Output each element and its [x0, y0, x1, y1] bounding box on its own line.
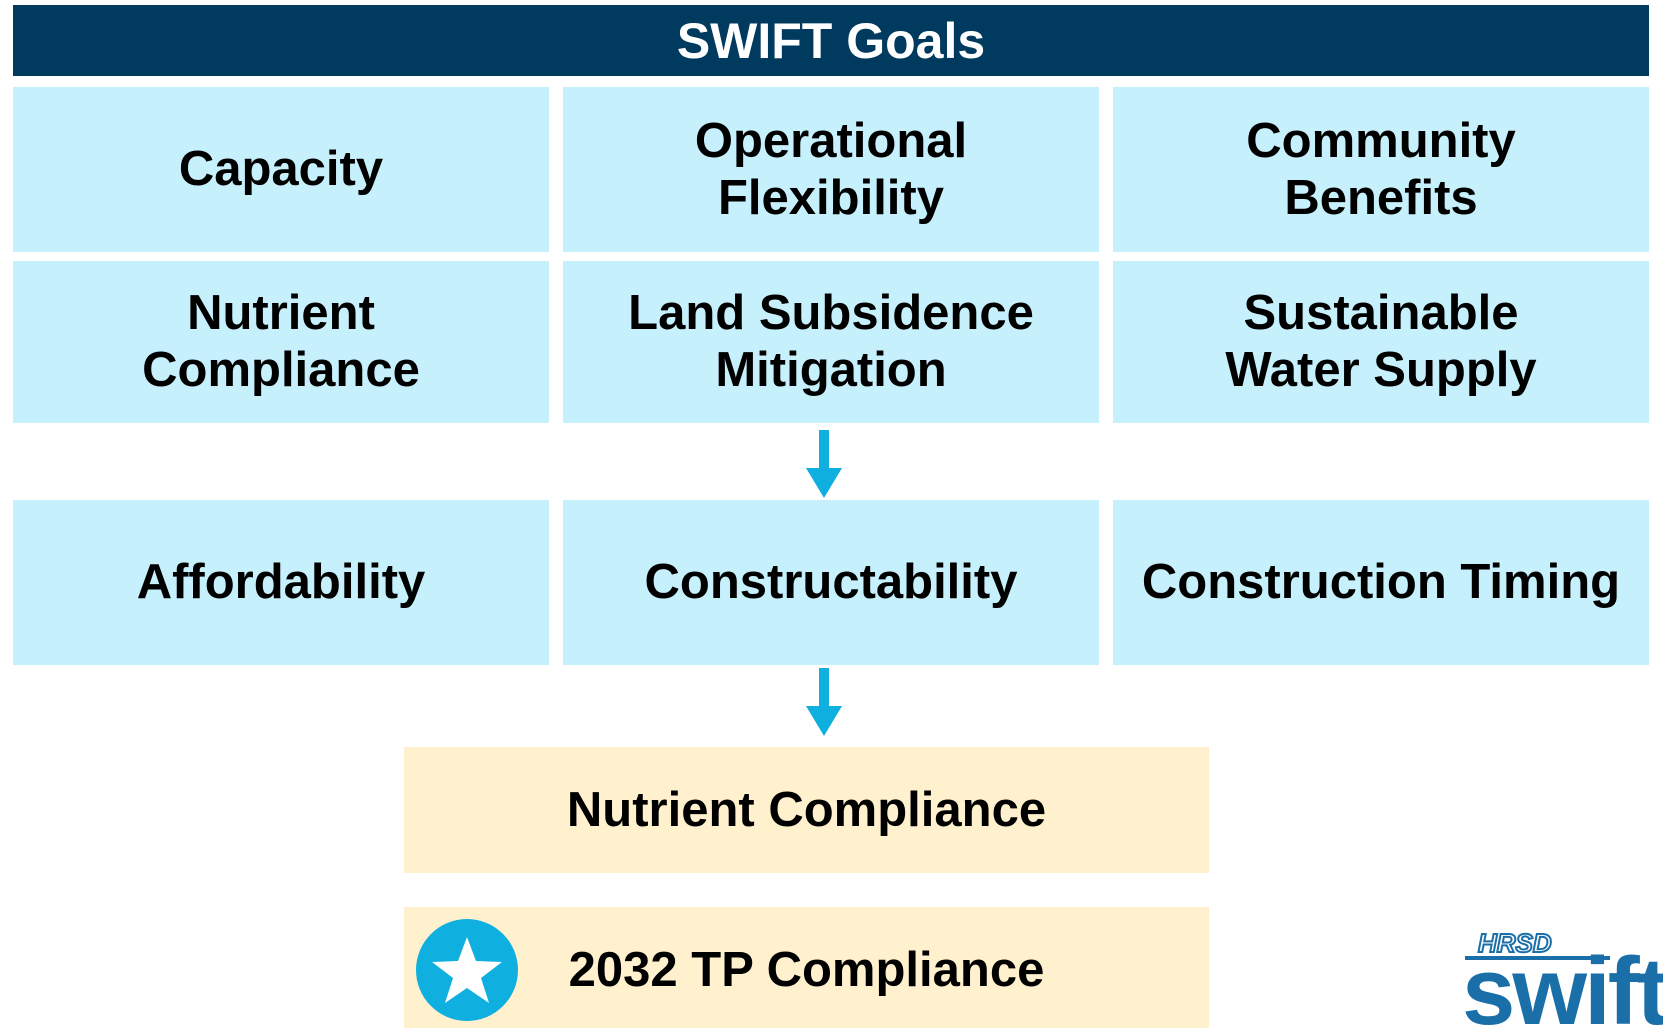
arrow	[806, 430, 842, 498]
goal-box: Capacity	[13, 87, 549, 252]
criteria-box: Affordability	[13, 500, 549, 665]
outcome-label: 2032 TP Compliance	[568, 943, 1045, 997]
goal-box: Nutrient Compliance	[13, 261, 549, 423]
logo-top: HRSD	[1478, 928, 1552, 958]
goal-box: Sustainable Water Supply	[1113, 261, 1649, 423]
box-label: Nutrient	[187, 286, 375, 340]
box-label: Mitigation	[715, 343, 947, 397]
outcome-box: Nutrient Compliance	[404, 747, 1209, 873]
box-label: Capacity	[178, 142, 384, 196]
box-label: Construction Timing	[1141, 555, 1621, 609]
criteria-box: Construction Timing	[1113, 500, 1649, 665]
box-label: Water Supply	[1225, 343, 1537, 397]
logo-word: swift	[1462, 938, 1663, 1028]
box-label: Sustainable	[1243, 286, 1519, 340]
box-label: Compliance	[142, 343, 420, 397]
box-label: Affordability	[136, 555, 426, 609]
box-label: Flexibility	[717, 170, 944, 225]
goal-box: Community Benefits	[1113, 87, 1649, 252]
arrow	[806, 668, 842, 736]
box-label: Community	[1246, 113, 1516, 168]
criteria-box: Constructability	[563, 500, 1099, 665]
box-label: Benefits	[1284, 170, 1478, 225]
box-label: Land Subsidence	[628, 286, 1034, 340]
goal-box: Land Subsidence Mitigation	[563, 261, 1099, 423]
box-label: Operational	[694, 113, 968, 168]
header-title: SWIFT Goals	[13, 5, 1649, 76]
outcome-label: Nutrient Compliance	[566, 782, 1047, 837]
goal-box: Operational Flexibility	[563, 87, 1099, 252]
star-icon	[416, 919, 518, 1021]
outcome-box: 2032 TP Compliance	[404, 907, 1209, 1028]
box-label: Constructability	[644, 555, 1018, 609]
